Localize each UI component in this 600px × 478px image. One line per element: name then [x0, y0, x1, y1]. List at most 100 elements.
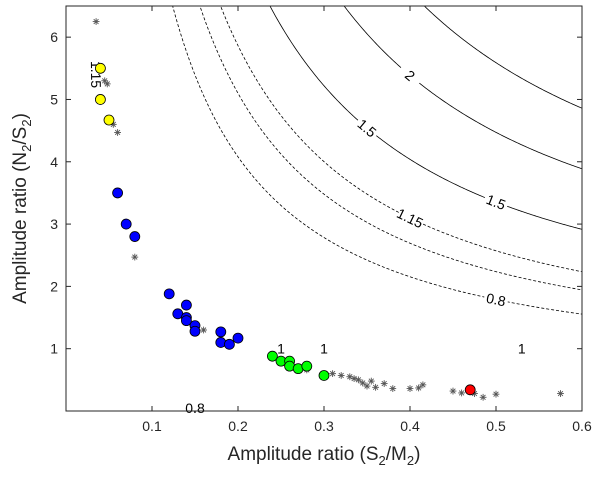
- y-tick-label: 4: [50, 154, 58, 170]
- asterisk-stroke: [458, 390, 465, 396]
- asterisk-point: [363, 382, 371, 390]
- asterisk-stroke: [390, 385, 396, 392]
- data-point: [189, 325, 201, 337]
- x-tick-label: 0.5: [486, 418, 506, 434]
- asterisk-point: [329, 370, 336, 378]
- contour-label: 1.15: [394, 205, 426, 231]
- asterisk-stroke: [420, 382, 426, 388]
- contour-label: 1: [320, 341, 328, 357]
- y-tick-label: 3: [50, 216, 58, 232]
- data-point: [464, 384, 476, 396]
- circle-points: [95, 62, 476, 396]
- asterisk-point: [372, 383, 379, 391]
- contour-label-bg: [395, 205, 425, 231]
- contour-label: 1.5: [484, 191, 508, 213]
- y-tick-label: 2: [50, 278, 58, 294]
- asterisk-stroke: [368, 378, 374, 384]
- contour-line-2-5: [423, 6, 582, 109]
- data-point: [112, 187, 123, 199]
- asterisk-stroke: [355, 377, 362, 383]
- contour-label-bg: [312, 340, 336, 357]
- asterisk-stroke: [493, 391, 499, 397]
- asterisk-point: [479, 393, 487, 401]
- data-point: [180, 315, 192, 327]
- asterisk-stroke: [415, 385, 422, 391]
- asterisk-stroke: [329, 370, 336, 377]
- asterisk-stroke: [480, 394, 486, 400]
- contour-lines: [172, 6, 582, 315]
- data-point: [223, 338, 235, 350]
- asterisk-point: [114, 129, 121, 136]
- asterisk-point: [355, 376, 362, 384]
- asterisk-stroke: [372, 384, 379, 391]
- data-point: [120, 218, 132, 230]
- asterisk-stroke: [132, 254, 138, 260]
- data-point: [318, 370, 330, 381]
- asterisk-stroke: [364, 383, 370, 389]
- data-point: [215, 326, 227, 338]
- asterisk-point: [557, 390, 564, 397]
- x-tick-label: 0.4: [400, 418, 420, 434]
- asterisk-point: [337, 372, 345, 379]
- asterisk-point: [350, 375, 358, 382]
- contour-line-1: [199, 6, 582, 291]
- asterisk-stroke: [407, 385, 413, 392]
- data-point: [301, 360, 313, 372]
- contour-line-1-5: [269, 6, 582, 230]
- contour-label: 1: [518, 341, 526, 357]
- asterisk-point: [103, 80, 111, 88]
- asterisk-stroke: [338, 372, 344, 379]
- data-point: [95, 62, 106, 74]
- x-tick-label: 0.3: [314, 418, 334, 434]
- asterisk-stroke: [102, 78, 108, 84]
- contour-label: 0.8: [485, 290, 508, 310]
- contour-line-0-8: [172, 6, 582, 315]
- asterisk-stroke: [360, 380, 366, 386]
- data-point: [266, 350, 278, 362]
- axis-ticks: 0.1 0.2 0.3 0.4 0.5 0.6 1 2 3 4 5 6: [50, 6, 592, 434]
- asterisk-stroke: [93, 18, 99, 25]
- y-tick-label: 6: [50, 29, 58, 45]
- x-tick-label: 0.2: [228, 418, 248, 434]
- x-axis-label: Amplitude ratio (S2/M2): [228, 444, 421, 468]
- asterisk-stroke: [471, 390, 478, 397]
- asterisk-point: [359, 379, 367, 387]
- asterisk-point: [406, 385, 414, 392]
- asterisk-point: [419, 381, 427, 389]
- data-point: [232, 332, 244, 344]
- contour-label: 1: [277, 341, 285, 357]
- asterisk-point: [131, 253, 139, 261]
- asterisk-point: [458, 389, 465, 397]
- data-point: [95, 94, 106, 105]
- data-point: [129, 231, 141, 242]
- contour-label: 1.5: [354, 116, 379, 141]
- contour-label-bg: [509, 340, 534, 357]
- asterisk-stroke: [557, 390, 564, 397]
- asterisk-stroke: [450, 388, 456, 394]
- asterisk-stroke: [110, 121, 116, 128]
- asterisk-stroke: [347, 374, 353, 380]
- asterisk-point: [92, 18, 100, 25]
- asterisk-stroke: [114, 129, 121, 136]
- y-axis-label: Amplitude ratio (N2/S2): [10, 113, 34, 304]
- asterisk-stroke: [351, 375, 357, 382]
- y-tick-label: 1: [50, 341, 58, 357]
- data-point: [163, 288, 175, 300]
- contour-label-bg: [395, 61, 425, 90]
- data-point: [103, 114, 115, 126]
- asterisk-point: [492, 390, 500, 398]
- asterisk-point: [380, 380, 388, 387]
- contour-line-2: [343, 6, 582, 170]
- contour-label-bg: [481, 190, 511, 214]
- asterisk-point: [415, 384, 422, 392]
- y-tick-label: 5: [50, 91, 58, 107]
- asterisk-point: [367, 377, 375, 385]
- asterisk-point: [449, 387, 457, 395]
- asterisk-stroke: [200, 327, 207, 333]
- contour-line-1-15: [220, 6, 582, 273]
- asterisk-point: [200, 326, 207, 334]
- asterisk-point: [389, 385, 397, 392]
- asterisk-stroke: [381, 380, 387, 387]
- data-point: [180, 299, 192, 311]
